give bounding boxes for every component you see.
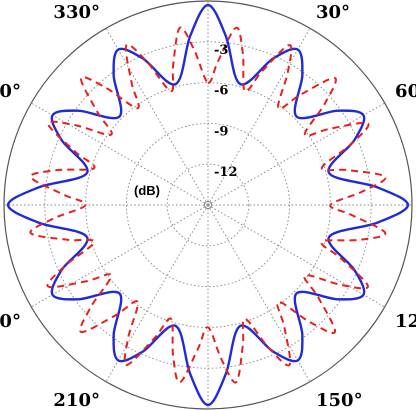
angular-spoke: [105, 204, 209, 382]
angle-tick-label: 210°: [53, 390, 100, 410]
radial-tick-label: -12: [214, 165, 238, 180]
angle-tick-label: 150°: [316, 390, 363, 410]
radial-ring: [125, 122, 291, 288]
angular-spoke: [207, 102, 385, 206]
series-dashed-line: [29, 26, 387, 384]
angle-tick-label: 300°: [0, 81, 21, 102]
radial-tick-label: -9: [214, 124, 228, 139]
angular-spoke: [105, 28, 209, 206]
radial-ring: [166, 163, 250, 247]
angle-tick-label: 330°: [53, 2, 100, 23]
radial-tick-label: -3: [214, 43, 228, 58]
polar-grid: [3, 0, 413, 410]
angular-spoke: [207, 204, 385, 308]
center-marker: [204, 201, 212, 209]
angular-spoke: [31, 204, 209, 308]
angle-tick-label: 60°: [395, 81, 416, 102]
radial-ring: [44, 41, 372, 369]
angle-tick-label: 240°: [0, 311, 21, 332]
angular-spoke: [207, 204, 311, 382]
outer-circle: [3, 0, 413, 410]
unit-label: (dB): [134, 183, 160, 198]
series-solid-line: [6, 3, 410, 407]
angle-tick-label: 30°: [316, 2, 350, 23]
series-layer: [6, 3, 410, 407]
angle-tick-label: 120°: [395, 311, 416, 332]
angular-spoke: [31, 102, 209, 206]
radial-tick-label: -6: [214, 84, 228, 99]
